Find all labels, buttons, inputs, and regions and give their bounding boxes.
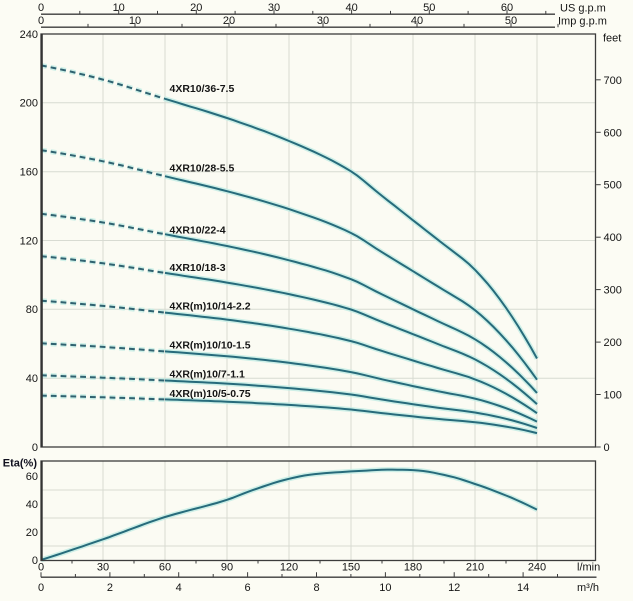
svg-text:240: 240 <box>20 29 38 41</box>
svg-text:10: 10 <box>113 2 125 14</box>
svg-text:0: 0 <box>32 555 38 567</box>
svg-text:50: 50 <box>505 15 517 27</box>
svg-text:80: 80 <box>26 304 38 316</box>
svg-text:0: 0 <box>38 562 44 574</box>
svg-text:160: 160 <box>20 167 38 179</box>
svg-text:4XR(m)10/14-2.2: 4XR(m)10/14-2.2 <box>170 301 251 313</box>
svg-text:100: 100 <box>604 390 622 402</box>
svg-text:4XR10/22-4: 4XR10/22-4 <box>170 225 226 237</box>
svg-text:4: 4 <box>176 582 182 594</box>
svg-text:40: 40 <box>411 15 423 27</box>
svg-text:30: 30 <box>317 15 329 27</box>
svg-text:4XR(m)10/5-0.75: 4XR(m)10/5-0.75 <box>170 388 251 400</box>
svg-text:40: 40 <box>26 373 38 385</box>
svg-text:4XR(m)10/7-1.1: 4XR(m)10/7-1.1 <box>170 369 245 381</box>
svg-text:400: 400 <box>604 232 622 244</box>
svg-text:40: 40 <box>345 2 357 14</box>
svg-text:US g.p.m: US g.p.m <box>560 3 606 15</box>
svg-text:200: 200 <box>604 337 622 349</box>
svg-text:m³/h: m³/h <box>577 582 599 594</box>
svg-text:30: 30 <box>97 562 109 574</box>
svg-text:2: 2 <box>107 582 113 594</box>
svg-text:700: 700 <box>604 75 622 87</box>
svg-text:14: 14 <box>517 582 529 594</box>
svg-text:Imp g.p.m: Imp g.p.m <box>558 16 607 28</box>
svg-text:40: 40 <box>26 499 38 511</box>
svg-text:600: 600 <box>604 127 622 139</box>
svg-text:60: 60 <box>159 562 171 574</box>
svg-text:0: 0 <box>38 582 44 594</box>
svg-text:8: 8 <box>313 582 319 594</box>
svg-text:210: 210 <box>466 562 484 574</box>
svg-text:Eta(%): Eta(%) <box>3 458 38 470</box>
svg-text:6: 6 <box>245 582 251 594</box>
svg-text:150: 150 <box>342 562 360 574</box>
svg-text:0: 0 <box>32 442 38 454</box>
svg-text:120: 120 <box>280 562 298 574</box>
svg-text:0: 0 <box>38 15 44 27</box>
svg-text:200: 200 <box>20 98 38 110</box>
svg-text:50: 50 <box>423 2 435 14</box>
svg-text:20: 20 <box>190 2 202 14</box>
svg-text:4XR10/18-3: 4XR10/18-3 <box>170 262 226 274</box>
svg-text:4XR(m)10/10-1.5: 4XR(m)10/10-1.5 <box>170 340 251 352</box>
svg-text:l/min: l/min <box>577 562 600 574</box>
svg-text:10: 10 <box>129 15 141 27</box>
svg-text:300: 300 <box>604 285 622 297</box>
svg-text:12: 12 <box>448 582 460 594</box>
svg-text:30: 30 <box>268 2 280 14</box>
svg-text:60: 60 <box>501 2 513 14</box>
svg-text:0: 0 <box>38 2 44 14</box>
svg-text:10: 10 <box>379 582 391 594</box>
svg-text:60: 60 <box>26 471 38 483</box>
svg-text:4XR10/28-5.5: 4XR10/28-5.5 <box>170 163 235 175</box>
svg-text:90: 90 <box>221 562 233 574</box>
svg-text:500: 500 <box>604 180 622 192</box>
svg-text:20: 20 <box>26 527 38 539</box>
svg-text:240: 240 <box>528 562 546 574</box>
svg-text:feet: feet <box>603 33 621 45</box>
svg-text:20: 20 <box>223 15 235 27</box>
svg-text:180: 180 <box>404 562 422 574</box>
svg-text:0: 0 <box>604 442 610 454</box>
svg-text:120: 120 <box>20 235 38 247</box>
svg-text:4XR10/36-7.5: 4XR10/36-7.5 <box>170 83 235 95</box>
